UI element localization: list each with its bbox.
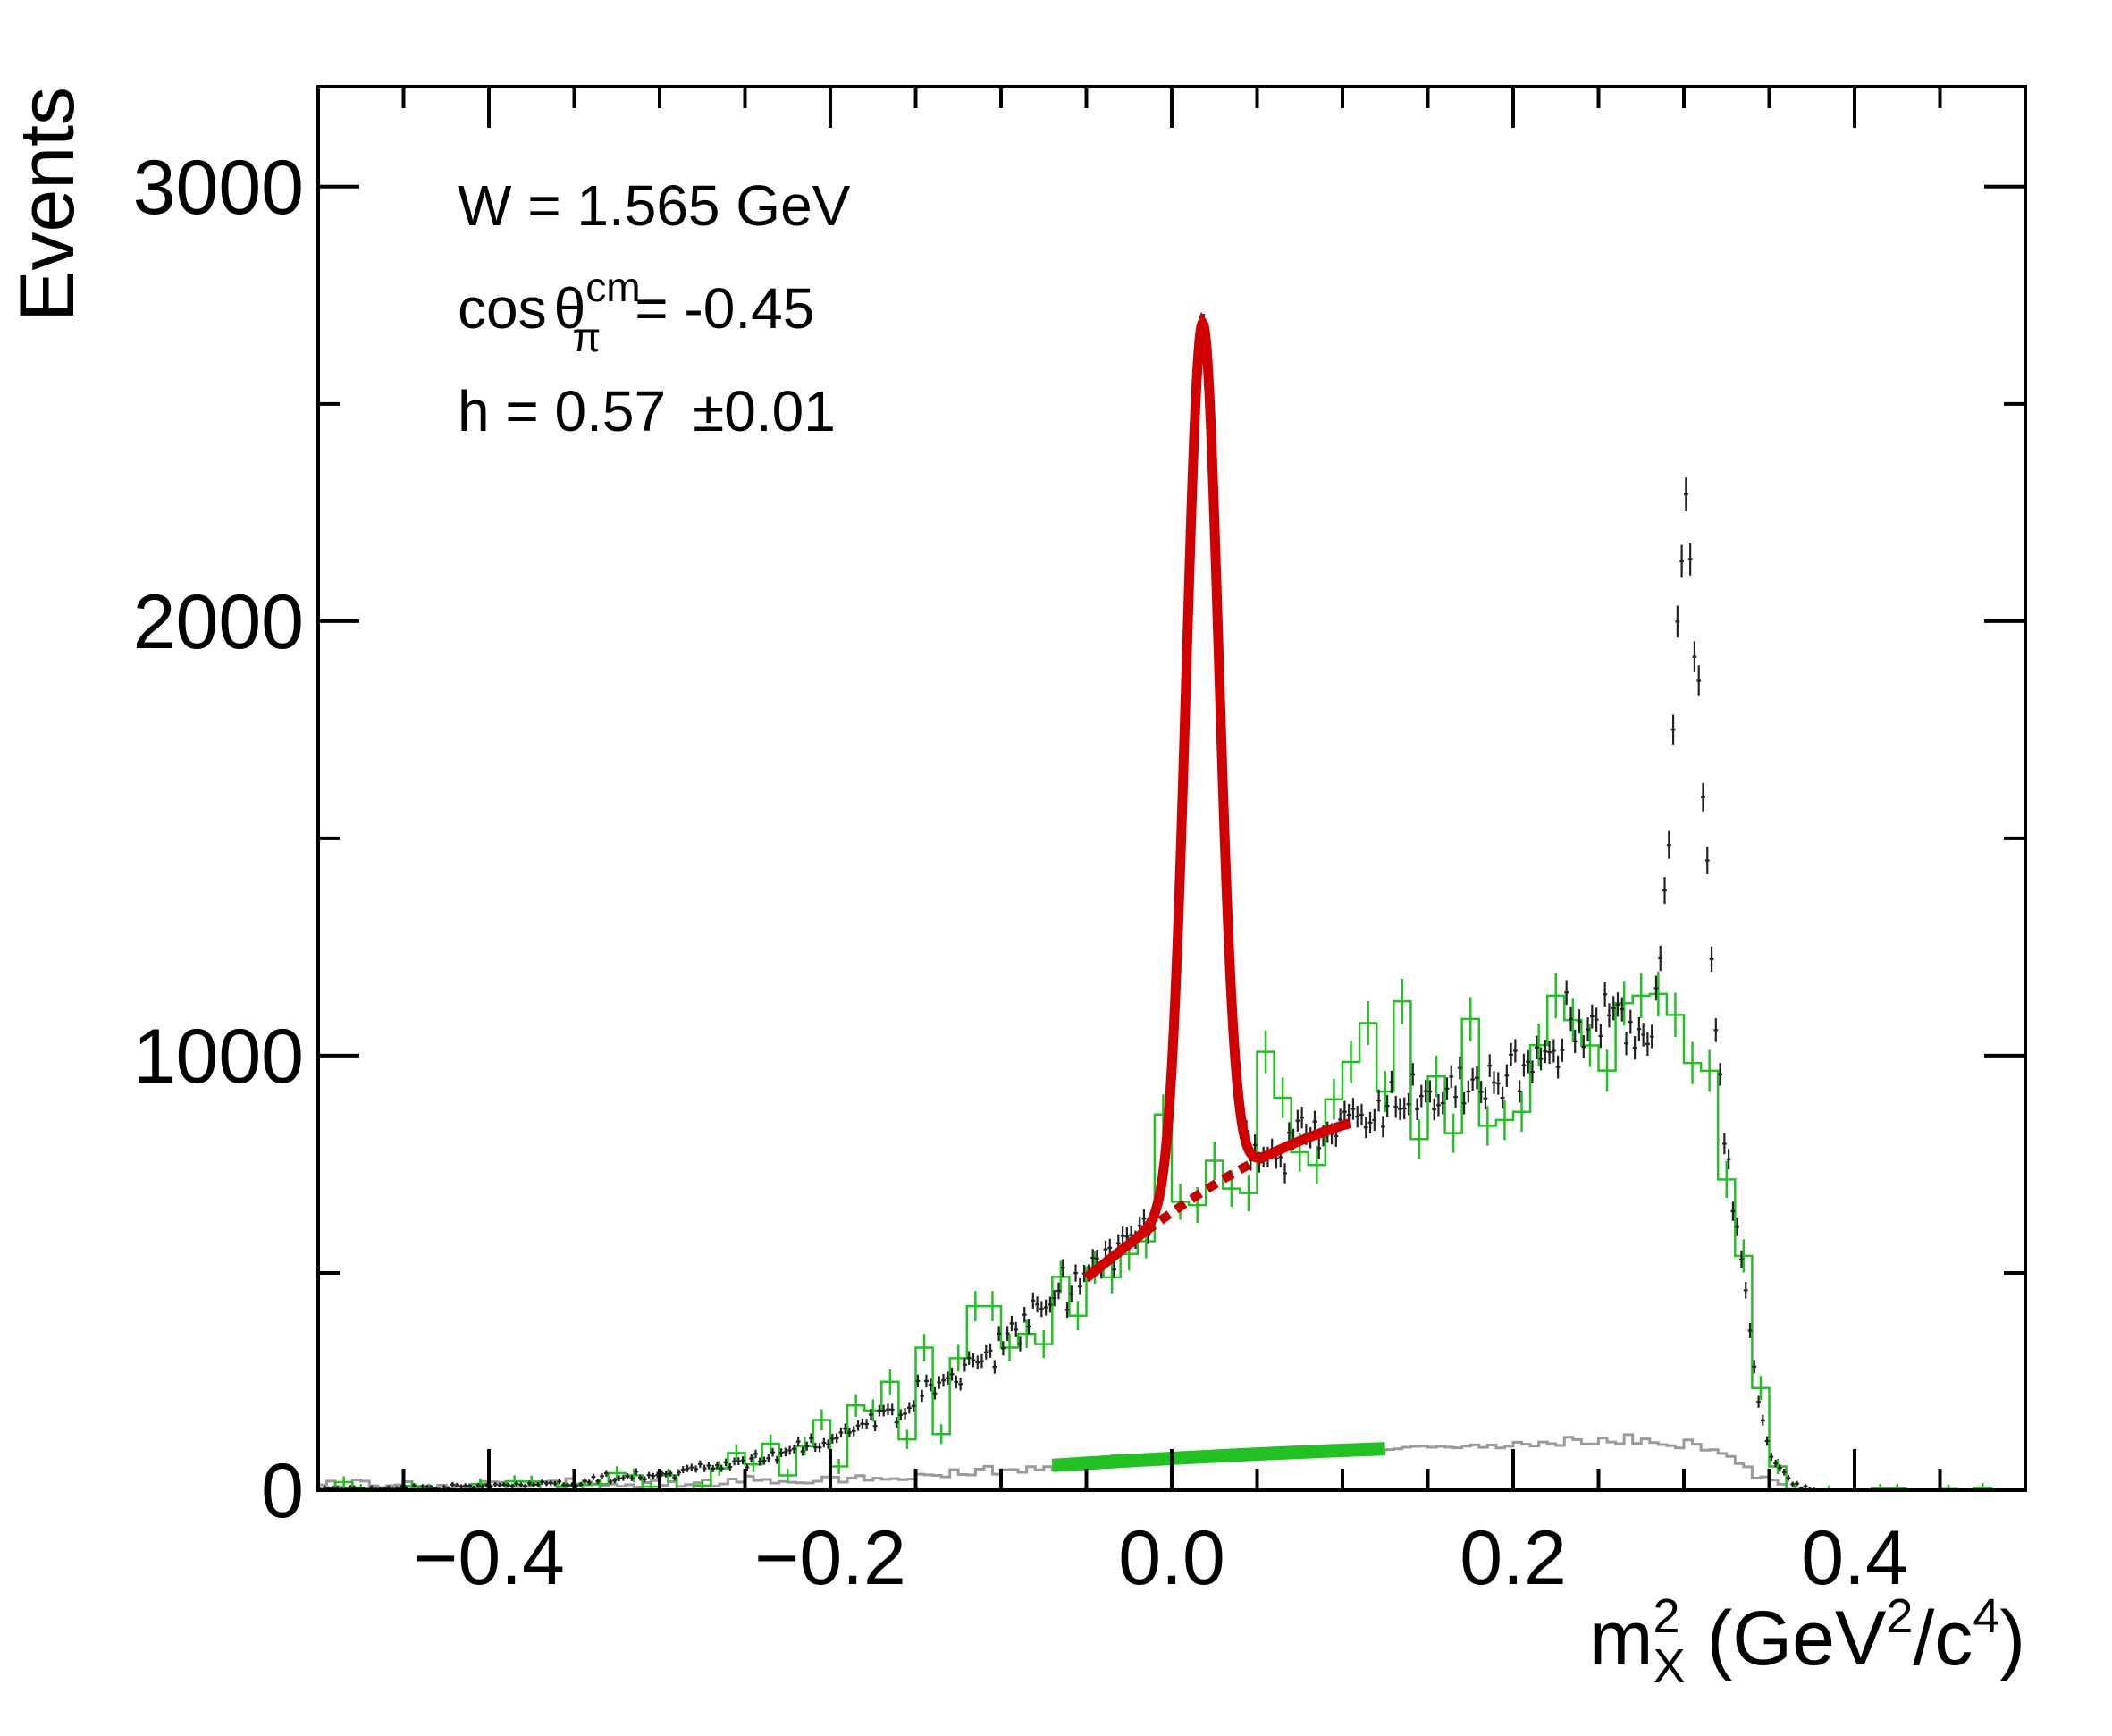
series-layer xyxy=(318,311,2025,1492)
cos-value: = -0.45 xyxy=(635,276,814,341)
fit-series xyxy=(1083,311,1352,1282)
x-tick-label: −0.4 xyxy=(413,1515,565,1601)
cos-sub: π xyxy=(573,314,602,360)
y-tick-label: 2000 xyxy=(133,579,304,665)
cos-sup: cm xyxy=(585,264,640,310)
x-tick-label: 0.0 xyxy=(1118,1515,1225,1601)
annotation-w: W = 1.565 GeV xyxy=(458,173,851,238)
x-title-mid: /c xyxy=(1913,1596,1973,1681)
ticks-layer: −0.4 −0.2 0.0 0.2 0.4 0 1000 2000 3000 xyxy=(133,87,2027,1601)
x-title-sup: 2 xyxy=(1653,1589,1680,1643)
annotation-cos: cos θcm π = -0.45 xyxy=(458,264,814,360)
x-tick-label: −0.2 xyxy=(754,1515,906,1601)
band-series xyxy=(1051,1442,1386,1472)
h-value: h = 0.57 xyxy=(458,379,666,443)
h-error: ±0.01 xyxy=(693,379,836,443)
y-tick-label: 0 xyxy=(261,1448,304,1534)
x-tick-label: 0.2 xyxy=(1460,1515,1567,1601)
x-axis-title: m2 X (GeV2/c4) xyxy=(1589,1589,2025,1693)
y-axis-title: Events xyxy=(4,87,90,322)
y-tick-label: 3000 xyxy=(133,145,304,231)
x-title-sup2: 4 xyxy=(1973,1589,1999,1643)
cos-theta: θ xyxy=(554,276,586,341)
fit-curve xyxy=(1083,311,1352,1282)
cos-label: cos xyxy=(458,276,547,341)
x-title-open: (GeV xyxy=(1707,1596,1887,1681)
x-title-close: ) xyxy=(1999,1596,2025,1681)
y-tick-label: 1000 xyxy=(133,1014,304,1100)
annotation-h: h = 0.57 ±0.01 xyxy=(458,379,836,443)
x-title-sub: X xyxy=(1653,1639,1686,1693)
data-series xyxy=(318,314,1817,1492)
green-band xyxy=(1051,1442,1386,1472)
x-title-sup1: 2 xyxy=(1886,1589,1913,1643)
x-tick-label: 0.4 xyxy=(1801,1515,1908,1601)
x-title-m: m xyxy=(1589,1596,1653,1681)
